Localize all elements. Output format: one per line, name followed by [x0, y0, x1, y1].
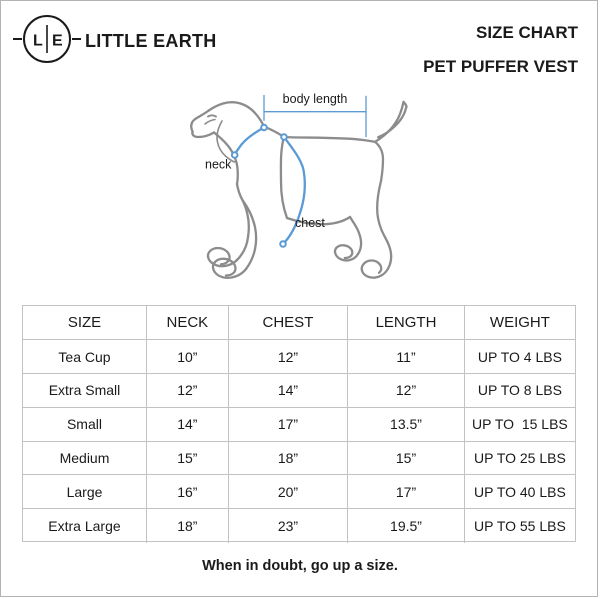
svg-text:L: L [33, 33, 43, 50]
svg-text:body length: body length [283, 92, 348, 106]
svg-text:neck: neck [205, 158, 232, 172]
svg-text:chest: chest [295, 216, 325, 230]
svg-text:LITTLE EARTH: LITTLE EARTH [85, 31, 217, 51]
svg-text:E: E [52, 33, 63, 50]
